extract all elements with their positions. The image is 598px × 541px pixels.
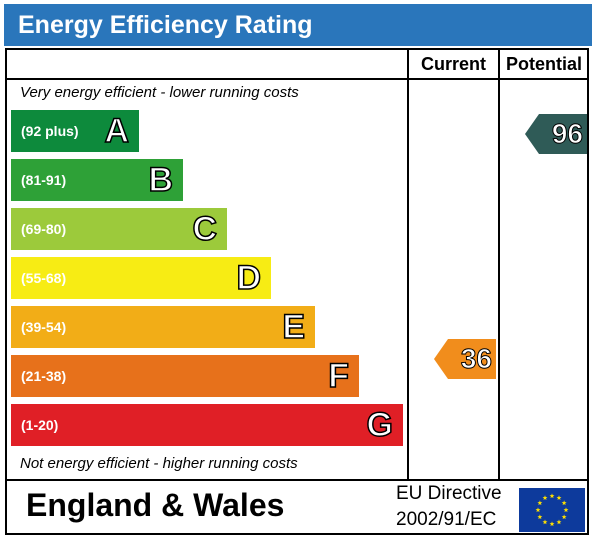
potential-rating-arrow: 96 <box>525 114 587 154</box>
bottom-note: Not energy efficient - higher running co… <box>20 455 298 472</box>
chart-title: Energy Efficiency Rating <box>18 11 313 39</box>
flag-star <box>537 500 543 506</box>
potential-column-header: Potential <box>505 54 582 74</box>
band-c: (69-80) C <box>11 208 227 250</box>
current-column-divider <box>407 48 409 481</box>
band-range-label: (1-20) <box>21 417 59 433</box>
band-range-label: (92 plus) <box>21 123 79 139</box>
directive-line-2: 2002/91/EC <box>396 509 497 530</box>
top-note: Very energy efficient - lower running co… <box>20 84 299 101</box>
chart-frame <box>5 48 589 535</box>
band-letter: C <box>192 209 218 249</box>
header-divider <box>5 78 589 80</box>
band-letter: G <box>366 405 394 445</box>
potential-column-divider <box>498 48 500 481</box>
band-letter: E <box>282 307 306 347</box>
region-label: England & Wales <box>26 487 285 523</box>
flag-star <box>542 495 548 500</box>
current-rating-value: 36 <box>460 343 492 375</box>
band-range-label: (81-91) <box>21 172 67 188</box>
flag-star <box>537 514 543 520</box>
flag-star <box>542 519 548 525</box>
band-range-label: (21-38) <box>21 368 67 384</box>
band-b: (81-91) B <box>11 159 183 201</box>
band-letter: B <box>148 160 174 200</box>
potential-rating-value: 96 <box>551 118 583 150</box>
band-f: (21-38) F <box>11 355 359 397</box>
flag-star <box>556 495 562 500</box>
band-letter: A <box>104 111 130 151</box>
title-bar: Energy Efficiency Rating <box>4 4 592 46</box>
current-arrow-shape <box>434 339 496 379</box>
flag-star <box>535 507 541 513</box>
band-e: (39-54) E <box>11 306 315 348</box>
band-letter: D <box>236 258 262 298</box>
band-a: (92 plus) A <box>11 110 139 152</box>
potential-arrow-shape <box>525 114 587 154</box>
flag-star <box>561 500 567 506</box>
flag-star <box>549 521 555 527</box>
footer-divider <box>5 479 589 481</box>
band-range-label: (55-68) <box>21 270 67 286</box>
flag-star <box>549 493 555 499</box>
directive-line-1: EU Directive <box>396 483 502 504</box>
band-g: (1-20) G <box>11 404 403 446</box>
flag-star <box>561 514 567 520</box>
current-rating-arrow: 36 <box>434 339 496 379</box>
band-range-label: (39-54) <box>21 319 67 335</box>
band-range-label: (69-80) <box>21 221 67 237</box>
flag-star <box>563 507 569 513</box>
flag-star <box>556 519 562 525</box>
current-column-header: Current <box>420 54 486 74</box>
eu-flag-icon <box>519 488 585 532</box>
band-d: (55-68) D <box>11 257 271 299</box>
band-letter: F <box>327 356 349 396</box>
